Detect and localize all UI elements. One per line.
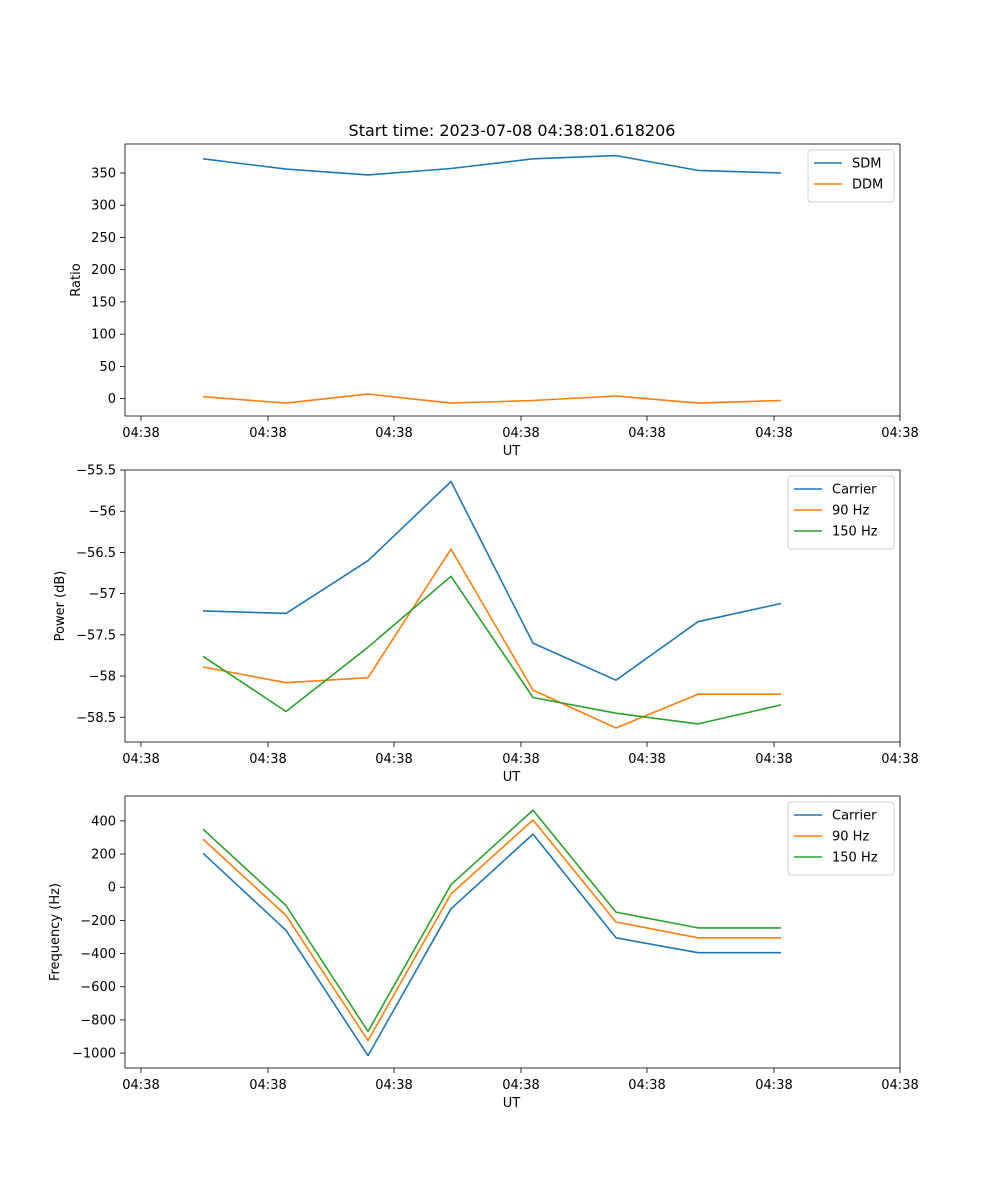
legend: Carrier 90 Hz 150 Hz [787, 475, 895, 550]
series-line-ddm [202, 393, 782, 404]
x-tick-label: 04:38 [249, 1078, 286, 1093]
y-tick-label: −56 [89, 505, 116, 520]
legend-entry: Carrier [832, 483, 877, 498]
x-axis-label: UT [503, 1096, 521, 1111]
x-tick-label: 04:38 [628, 1078, 665, 1093]
series-line-sdm [202, 154, 782, 176]
plot-area [124, 795, 901, 1069]
y-tick-label: 100 [91, 328, 116, 343]
legend-entry: 150 Hz [832, 851, 878, 866]
x-tick-label: 04:38 [122, 1078, 159, 1093]
chart-1: 04:38 04:38 04:38 04:38 04:38 04:38 04:38 0 50 10… [69, 143, 919, 459]
x-tick-label: 04:38 [628, 426, 665, 441]
x-tick-label: 04:38 [502, 752, 539, 767]
y-tick-label: −800 [80, 1013, 116, 1028]
x-tick-label: 04:38 [249, 426, 286, 441]
y-tick-label: 150 [91, 295, 116, 310]
x-tick-label: 04:38 [755, 1078, 792, 1093]
chart-3: 04:38 04:38 04:38 04:38 04:38 04:38 04:38 400 20… [48, 795, 919, 1111]
y-tick-label: −400 [80, 947, 116, 962]
x-tick-label: 04:38 [502, 1078, 539, 1093]
series-line-carrier [202, 480, 782, 682]
x-tick-label: 04:38 [249, 752, 286, 767]
series-line-150-hz [202, 809, 781, 1033]
y-tick-label: −55.5 [76, 464, 116, 479]
y-tick-label: −200 [80, 914, 116, 929]
legend-entry: 90 Hz [832, 830, 869, 845]
series-line-90-hz [202, 548, 781, 729]
legend-entry: Carrier [832, 809, 877, 824]
x-axis-label: UT [503, 444, 521, 459]
series-line-90-hz [202, 819, 781, 1042]
chart-2: 04:38 04:38 04:38 04:38 04:38 04:38 04:38 −55.5… [53, 464, 919, 786]
x-tick-label: 04:38 [881, 426, 918, 441]
x-tick-label: 04:38 [122, 426, 159, 441]
y-tick-label: 50 [99, 360, 116, 375]
y-tick-label: 200 [91, 263, 116, 278]
legend: Carrier 90 Hz 150 Hz [787, 801, 895, 876]
x-tick-label: 04:38 [375, 752, 412, 767]
y-tick-label: 200 [91, 848, 116, 863]
legend: SDM DDM [807, 149, 895, 203]
x-axis-label: UT [503, 770, 521, 785]
series-line-carrier [202, 833, 781, 1057]
x-tick-label: 04:38 [628, 752, 665, 767]
y-tick-label: −58.5 [76, 711, 116, 726]
y-axis-label: Power (dB) [53, 571, 68, 642]
legend-entry: SDM [852, 157, 881, 172]
x-tick-label: 04:38 [881, 752, 918, 767]
y-tick-label: −1000 [72, 1047, 116, 1062]
y-tick-label: −57.5 [76, 628, 116, 643]
legend-entry: 150 Hz [832, 525, 878, 540]
x-tick-label: 04:38 [375, 1078, 412, 1093]
y-tick-label: 0 [108, 881, 116, 896]
plot-area [124, 469, 901, 743]
plot-area [124, 143, 901, 417]
y-tick-label: −57 [89, 587, 116, 602]
x-tick-label: 04:38 [502, 426, 539, 441]
y-axis-label: Frequency (Hz) [48, 883, 63, 981]
x-tick-label: 04:38 [122, 752, 159, 767]
y-tick-label: 300 [91, 199, 116, 214]
y-tick-label: 400 [91, 814, 116, 829]
figure-title: Start time: 2023-07-08 04:38:01.618206 [349, 121, 676, 140]
legend-entry: 90 Hz [832, 504, 869, 519]
x-tick-label: 04:38 [755, 752, 792, 767]
x-tick-label: 04:38 [755, 426, 792, 441]
y-tick-label: 250 [91, 231, 116, 246]
y-tick-label: −56.5 [76, 546, 116, 561]
y-tick-label: 0 [108, 392, 116, 407]
x-tick-label: 04:38 [375, 426, 412, 441]
y-tick-label: 350 [91, 167, 116, 182]
x-tick-label: 04:38 [881, 1078, 918, 1093]
y-tick-label: −58 [89, 670, 116, 685]
y-tick-label: −600 [80, 980, 116, 995]
series-line-150-hz [202, 575, 782, 725]
y-axis-label: Ratio [69, 263, 84, 296]
legend-entry: DDM [852, 178, 883, 193]
